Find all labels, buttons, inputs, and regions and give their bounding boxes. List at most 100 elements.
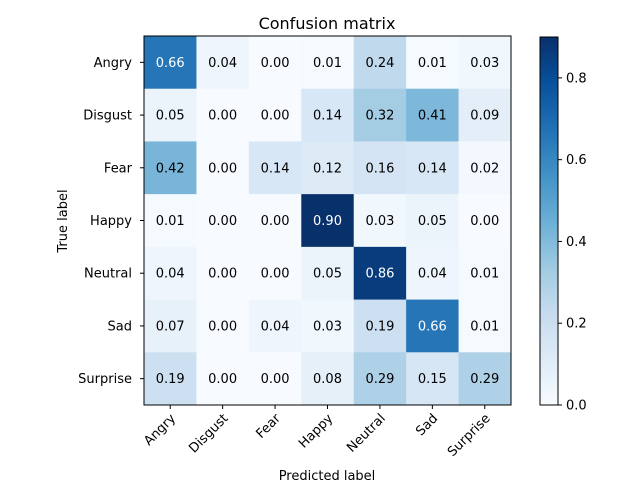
heatmap-cell	[458, 246, 512, 301]
cell-value-label: 0.00	[261, 372, 290, 387]
heatmap-cell	[144, 194, 197, 248]
heatmap-cell	[248, 299, 302, 353]
y-tick-label: Happy	[90, 214, 132, 229]
cell-value-label: 0.00	[470, 214, 499, 229]
heatmap-cell	[406, 299, 460, 353]
y-tick-label: Angry	[94, 56, 133, 71]
cell-value-label: 0.03	[470, 56, 499, 71]
heatmap-cell	[196, 299, 250, 353]
heatmap-cell	[248, 194, 302, 248]
y-axis-title: True label	[56, 189, 71, 253]
cell-value-label: 0.09	[470, 109, 499, 124]
cell-value-label: 0.01	[156, 214, 185, 229]
x-tick-label: Disgust	[186, 411, 231, 456]
x-axis-title: Predicted label	[279, 469, 376, 480]
heatmap-cell	[301, 194, 355, 248]
heatmap-cell	[144, 88, 197, 142]
cell-value-label: 0.02	[470, 161, 499, 176]
x-tick-label: Angry	[141, 411, 179, 449]
cell-value-label: 0.05	[156, 109, 185, 124]
cell-value-label: 0.05	[313, 267, 342, 282]
heatmap-cell	[406, 88, 460, 142]
cell-value-label: 0.15	[418, 372, 447, 387]
heatmap-cell	[196, 141, 250, 195]
heatmap-cell	[144, 352, 197, 406]
heatmap-cell	[144, 299, 197, 353]
heatmap-cell	[353, 194, 407, 248]
cell-value-label: 0.01	[313, 56, 342, 71]
cell-value-label: 0.00	[261, 267, 290, 282]
cell-value-label: 0.19	[365, 319, 394, 334]
cell-value-label: 0.66	[418, 319, 447, 334]
cell-value-label: 0.14	[418, 161, 447, 176]
heatmap-cell	[301, 88, 355, 142]
cell-value-label: 0.86	[365, 267, 394, 282]
colorbar-ticks: 0.0 0.2 0.4 0.6 0.8	[558, 71, 587, 414]
colorbar	[539, 36, 559, 406]
cell-value-label: 0.00	[208, 267, 237, 282]
heatmap-cells	[144, 36, 512, 406]
heatmap-cell	[458, 194, 512, 248]
colorbar-tick-label: 0.4	[566, 235, 587, 250]
cell-value-label: 0.01	[418, 56, 447, 71]
cell-value-label: 0.08	[313, 372, 342, 387]
heatmap-cell	[248, 36, 302, 90]
cell-value-label: 0.01	[470, 267, 499, 282]
heatmap-cell	[196, 194, 250, 248]
heatmap-cell	[353, 299, 407, 353]
cell-value-label: 0.05	[418, 214, 447, 229]
heatmap-cell	[301, 141, 355, 195]
cell-value-label: 0.07	[156, 319, 185, 334]
heatmap-cell	[353, 246, 407, 301]
x-tick-label: Happy	[296, 411, 336, 451]
cell-value-label: 0.00	[208, 161, 237, 176]
cell-value-label: 0.04	[208, 56, 237, 71]
heatmap-cell	[248, 246, 302, 301]
cell-value-label: 0.04	[418, 267, 447, 282]
cell-value-label: 0.01	[470, 319, 499, 334]
colorbar-tick-label: 0.0	[566, 399, 587, 414]
heatmap-cell	[248, 352, 302, 406]
y-tick-label: Surprise	[78, 372, 132, 387]
cell-value-label: 0.00	[261, 109, 290, 124]
cell-value-label: 0.00	[261, 214, 290, 229]
cell-value-label: 0.00	[208, 319, 237, 334]
cell-value-label: 0.41	[418, 109, 447, 124]
cell-value-label: 0.04	[156, 267, 185, 282]
y-tick-label: Fear	[104, 161, 133, 176]
cell-value-label: 0.03	[365, 214, 394, 229]
heatmap-cell	[458, 36, 512, 90]
heatmap-cell	[458, 141, 512, 195]
heatmap-cell-labels: 0.66 0.04 0.00 0.01 0.24 0.01 0.03 0.05 0.00 0.00…	[156, 56, 500, 387]
cell-value-label: 0.66	[156, 56, 185, 71]
cell-value-label: 0.19	[156, 372, 185, 387]
heatmap-cell	[301, 36, 355, 90]
heatmap-cell	[353, 352, 407, 406]
x-tick-label: Neutral	[344, 411, 389, 456]
heatmap-cell	[144, 36, 197, 90]
heatmap-cell	[458, 88, 512, 142]
cell-value-label: 0.00	[208, 214, 237, 229]
heatmap-cell	[406, 141, 460, 195]
heatmap-cell	[144, 246, 197, 301]
heatmap-cell	[406, 36, 460, 90]
y-tick-label: Neutral	[84, 267, 132, 282]
heatmap-cell	[406, 246, 460, 301]
cell-value-label: 0.12	[313, 161, 342, 176]
cell-value-label: 0.24	[365, 56, 394, 71]
heatmap-cell	[353, 36, 407, 90]
x-tick-label: Sad	[413, 411, 441, 439]
heatmap-cell	[458, 299, 512, 353]
cell-value-label: 0.90	[313, 214, 342, 229]
cell-value-label: 0.14	[313, 109, 342, 124]
heatmap-cell	[406, 194, 460, 248]
x-tick-label: Surprise	[445, 411, 494, 460]
cell-value-label: 0.00	[208, 372, 237, 387]
heatmap-cell	[196, 246, 250, 301]
colorbar-tick-label: 0.6	[566, 153, 587, 168]
cell-value-label: 0.29	[470, 372, 499, 387]
heatmap-cell	[144, 141, 197, 195]
x-tick-label: Fear	[253, 411, 284, 442]
heatmap-cell	[196, 352, 250, 406]
